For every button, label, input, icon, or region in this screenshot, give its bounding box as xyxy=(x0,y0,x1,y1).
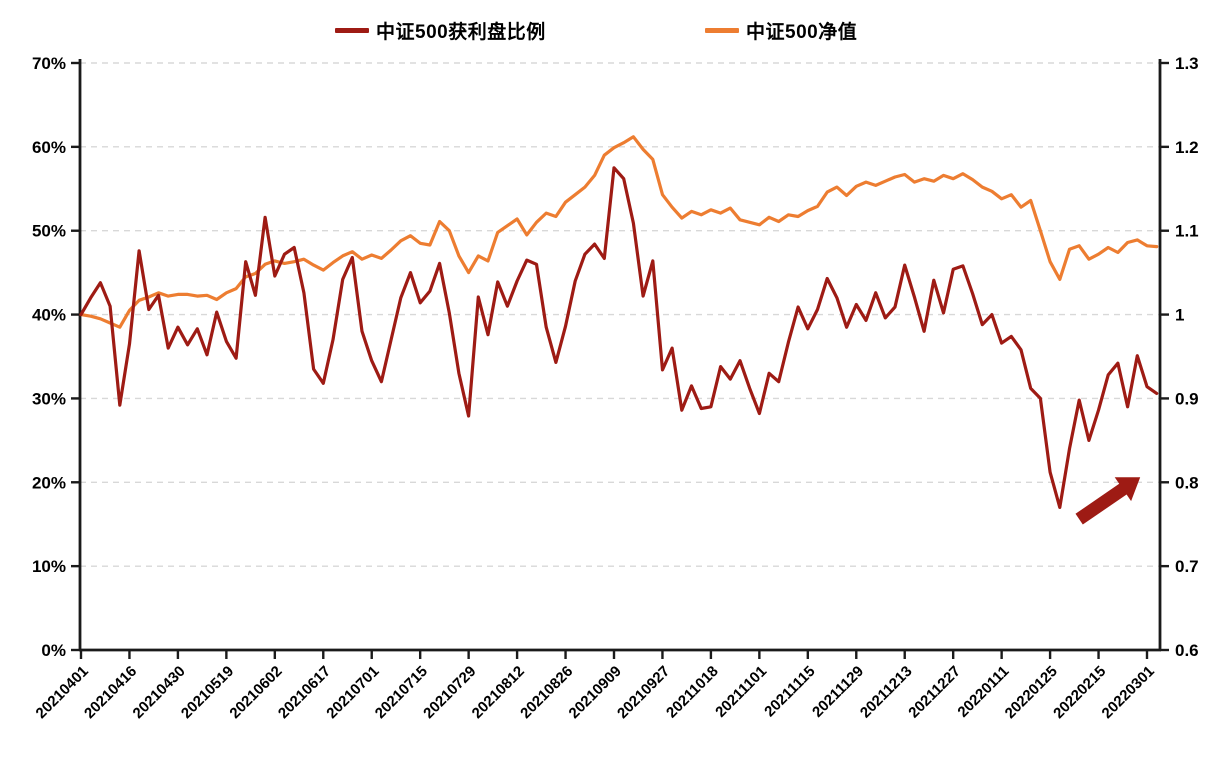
svg-text:20211101: 20211101 xyxy=(712,663,770,721)
svg-text:20211115: 20211115 xyxy=(761,663,818,720)
axes xyxy=(78,59,1162,652)
trend-arrow xyxy=(1075,477,1141,525)
svg-text:0.8: 0.8 xyxy=(1175,473,1199,492)
gridlines xyxy=(80,62,1160,567)
svg-text:1: 1 xyxy=(1175,306,1184,325)
legend: 中证500获利盘比例 中证500净值 xyxy=(0,0,1215,48)
svg-text:50%: 50% xyxy=(32,222,66,241)
legend-item-net-value: 中证500净值 xyxy=(705,17,857,44)
svg-text:1.2: 1.2 xyxy=(1175,138,1199,157)
svg-text:1.1: 1.1 xyxy=(1175,222,1199,241)
svg-text:20211018: 20211018 xyxy=(663,663,722,722)
svg-text:1.3: 1.3 xyxy=(1175,54,1199,73)
svg-text:20211213: 20211213 xyxy=(857,663,916,722)
svg-text:0%: 0% xyxy=(41,641,66,660)
svg-text:0.9: 0.9 xyxy=(1175,389,1199,408)
legend-line-swatch-red-icon xyxy=(335,28,369,33)
y-axis-left: 0% 10% 20% 30% 40% 50% 60% 70% xyxy=(32,54,80,660)
legend-label-profit-ratio: 中证500获利盘比例 xyxy=(376,22,546,43)
legend-item-profit-ratio: 中证500获利盘比例 xyxy=(335,17,546,44)
legend-line-swatch-orange-icon xyxy=(705,28,739,33)
svg-text:60%: 60% xyxy=(32,138,66,157)
svg-text:40%: 40% xyxy=(32,306,66,325)
series-profit-ratio-line xyxy=(79,166,1159,509)
svg-text:0.7: 0.7 xyxy=(1175,557,1199,576)
legend-label-net-value: 中证500净值 xyxy=(746,22,858,43)
svg-text:10%: 10% xyxy=(32,557,66,576)
x-axis: 2021040120210416202104302021051920210602… xyxy=(33,650,1158,722)
svg-text:0.6: 0.6 xyxy=(1175,641,1199,660)
svg-text:20210927: 20210927 xyxy=(614,663,673,722)
svg-text:70%: 70% xyxy=(32,54,66,73)
y-axis-right: 0.6 0.7 0.8 0.9 1 1.1 1.2 1.3 xyxy=(1160,54,1199,660)
svg-text:20%: 20% xyxy=(32,473,66,492)
svg-text:20211227: 20211227 xyxy=(905,663,964,722)
svg-text:30%: 30% xyxy=(32,389,66,408)
svg-text:20220301: 20220301 xyxy=(1099,663,1158,722)
